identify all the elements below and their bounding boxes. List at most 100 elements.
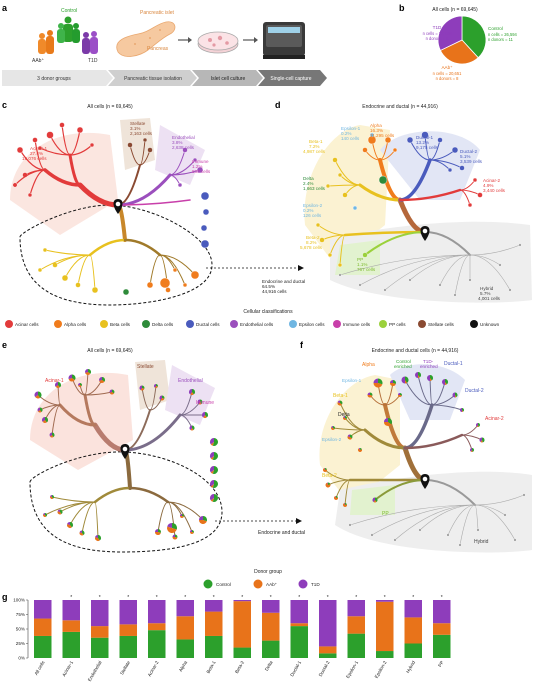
donor-pie-node bbox=[327, 482, 328, 485]
tree-node bbox=[378, 175, 388, 185]
tree-node bbox=[147, 147, 153, 153]
donor-legend-label: T1D bbox=[311, 582, 320, 587]
panel-d-label: d bbox=[275, 100, 281, 110]
tree-node bbox=[61, 274, 69, 282]
bar-segment-aab bbox=[404, 617, 422, 644]
f-epsilon2-label: Epsilon-2 bbox=[322, 437, 342, 442]
tree-node bbox=[200, 239, 210, 249]
tree-node bbox=[393, 538, 397, 542]
donor-pie-node bbox=[333, 426, 335, 430]
tree-node bbox=[503, 513, 507, 517]
legend-label: Acinar cells bbox=[15, 322, 39, 327]
epsilon2-pct: 0.2% bbox=[303, 208, 313, 213]
alpha-name: Alpha bbox=[370, 123, 382, 128]
tree-node bbox=[146, 281, 154, 289]
donor-pie-node bbox=[160, 398, 165, 401]
donor-pie-node bbox=[343, 417, 347, 420]
donor-pie-node bbox=[373, 500, 377, 503]
donor-pie-node bbox=[375, 497, 378, 503]
donor-pie-node bbox=[67, 522, 70, 525]
significance-marker: * bbox=[184, 595, 186, 601]
donor-legend-swatch bbox=[253, 579, 263, 589]
donor-pie-node bbox=[57, 509, 60, 512]
donor-pie-node bbox=[323, 468, 327, 472]
tree-node bbox=[332, 157, 338, 163]
endocrine-pct: 64.5% bbox=[262, 284, 275, 289]
donor-pie-node bbox=[462, 410, 464, 412]
pie-t1d-donors: n donors = 5 bbox=[426, 36, 450, 41]
pie-aab-donors: n donors = 8 bbox=[436, 76, 460, 81]
tree-node bbox=[165, 287, 171, 293]
donor-pie-node bbox=[43, 513, 45, 515]
acinar1-pct: 27.4% bbox=[30, 151, 43, 156]
donor-pie-node bbox=[50, 495, 52, 497]
donor-pie-node bbox=[482, 437, 485, 443]
donor-pie-node bbox=[212, 494, 218, 502]
donor-pie-node bbox=[167, 523, 172, 528]
tree-node bbox=[451, 146, 459, 154]
legend-swatch bbox=[289, 320, 297, 328]
tree-node bbox=[337, 262, 343, 268]
root-marker-icon bbox=[113, 199, 123, 214]
arrow-e-to-f-head bbox=[296, 518, 302, 524]
donor-pie-node bbox=[209, 438, 214, 445]
significance-marker: * bbox=[213, 595, 215, 601]
donor-pie-node bbox=[78, 385, 82, 387]
donor-pie-node bbox=[197, 399, 200, 405]
tree-node bbox=[202, 208, 210, 216]
bar-segment-t1d bbox=[119, 600, 137, 625]
tree-node bbox=[91, 286, 99, 294]
donor-pie-node bbox=[201, 412, 205, 418]
tree-node bbox=[362, 147, 368, 153]
f-delta-label: Delta bbox=[338, 412, 350, 418]
tree-node bbox=[327, 252, 333, 258]
immune-name: Immune bbox=[192, 159, 209, 164]
significance-marker: * bbox=[70, 595, 72, 601]
f-ductal1-label: Ductal-1 bbox=[444, 361, 463, 367]
legend-swatch bbox=[333, 320, 341, 328]
donor-pie-node bbox=[155, 532, 161, 535]
donor-pie-node bbox=[41, 417, 45, 422]
pie-slice-control bbox=[461, 15, 487, 59]
donor-pie-node bbox=[337, 400, 340, 403]
donor-pie-node bbox=[415, 372, 418, 378]
step-2-label: Pancreatic tissue isolation bbox=[124, 76, 182, 82]
donor-pie-node bbox=[344, 503, 345, 505]
bar-segment-aab bbox=[319, 646, 337, 654]
donor-pie-node bbox=[470, 450, 473, 452]
legend-label: Unknown bbox=[480, 322, 500, 327]
donor-pie-node bbox=[331, 426, 333, 428]
donor-pie-node bbox=[99, 380, 105, 383]
tree-node bbox=[418, 528, 422, 532]
donor-pie-node bbox=[34, 391, 38, 398]
donor-pie-node bbox=[401, 376, 405, 384]
significance-marker: * bbox=[156, 595, 158, 601]
tree-node bbox=[408, 278, 412, 282]
donor-pie-node bbox=[470, 448, 472, 452]
tree-node bbox=[32, 137, 38, 143]
tree-node bbox=[200, 191, 210, 201]
x-tick-label: All cells bbox=[33, 659, 45, 676]
donor-pie-node bbox=[325, 482, 331, 488]
bar-segment-aab bbox=[347, 616, 365, 634]
tree-node bbox=[453, 293, 457, 297]
donor-pie-node bbox=[190, 428, 194, 431]
single-cell-instrument-icon bbox=[263, 22, 305, 59]
tree-node bbox=[142, 137, 148, 143]
ductal1-name: Ductal-1 bbox=[416, 135, 434, 140]
x-tick-label: Epsilon-1 bbox=[345, 660, 359, 679]
beta1-pct: 7.2% bbox=[309, 144, 319, 149]
donor-pie-node bbox=[198, 402, 202, 405]
tree-node bbox=[76, 126, 84, 134]
donor-groups-illustration: Control AAb⁺ T1D bbox=[32, 8, 98, 64]
e-stellate-label: Stellate bbox=[137, 364, 154, 370]
bar-segment-control bbox=[119, 635, 137, 658]
y-tick-label: 25% bbox=[16, 641, 25, 646]
donor-pie-node bbox=[343, 503, 347, 507]
donor-pie-node bbox=[35, 395, 41, 399]
bar-segment-aab bbox=[62, 620, 80, 632]
tree-node bbox=[159, 277, 171, 289]
donor-pie-node bbox=[430, 375, 434, 381]
panel-e-title: All cells (n = 69,645) bbox=[87, 348, 133, 354]
donor-pie-node bbox=[455, 392, 458, 398]
